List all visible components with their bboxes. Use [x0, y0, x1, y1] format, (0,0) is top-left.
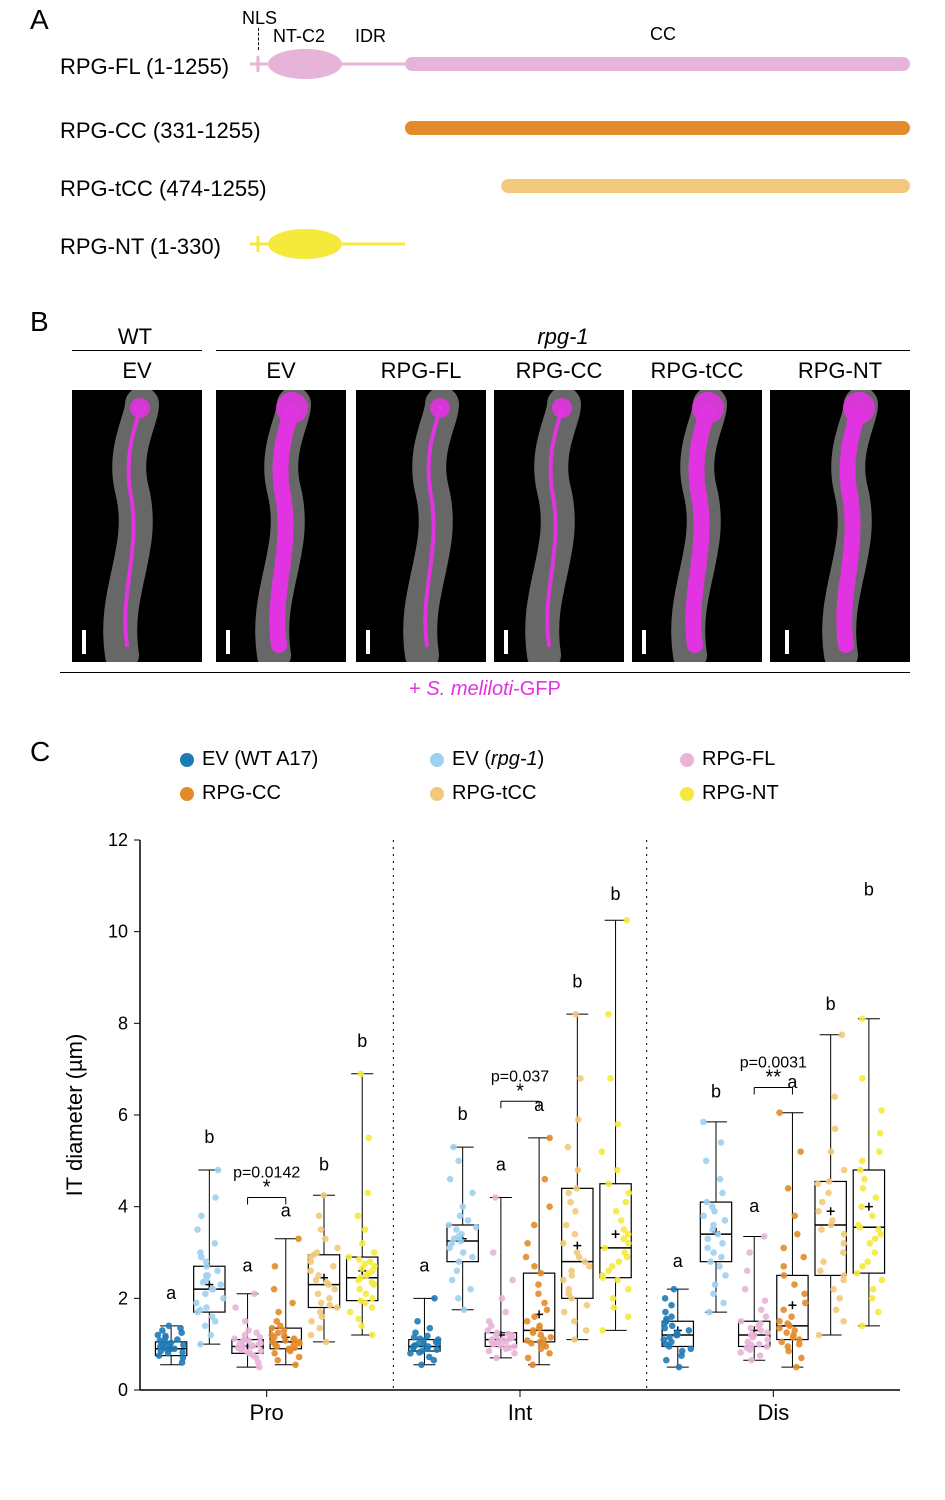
micrograph: [216, 390, 346, 662]
legend-item: RPG-FL: [680, 748, 775, 771]
legend-swatch: [680, 787, 694, 801]
b-col-header: RPG-FL: [356, 358, 486, 384]
svg-text:Dis: Dis: [757, 1400, 789, 1425]
legend-swatch: [430, 787, 444, 801]
svg-text:b: b: [204, 1127, 214, 1147]
b-col-header: EV: [216, 358, 346, 384]
svg-text:Int: Int: [508, 1400, 532, 1425]
legend-label: RPG-tCC: [452, 782, 536, 805]
anno-cc: CC: [650, 24, 676, 45]
svg-text:a: a: [496, 1155, 507, 1175]
micrograph: [72, 390, 202, 662]
legend-label: RPG-CC: [202, 782, 281, 805]
svg-text:b: b: [319, 1155, 329, 1175]
panel-a: NLS NT-C2 IDR CC RPG-FL (1-1255)RPG-CC (…: [60, 16, 910, 276]
construct-label: RPG-NT (1-330): [60, 234, 221, 260]
legend-item: RPG-CC: [180, 782, 281, 805]
construct-row: RPG-FL (1-1255): [60, 46, 910, 96]
panel-c-label: C: [30, 736, 50, 768]
svg-text:Pro: Pro: [250, 1400, 284, 1425]
svg-text:4: 4: [118, 1197, 128, 1217]
b-bottom-rule: [60, 672, 910, 673]
construct-label: RPG-tCC (474-1255): [60, 176, 267, 202]
construct-diagram: [250, 226, 910, 266]
svg-text:2: 2: [118, 1288, 128, 1308]
legend-label: RPG-FL: [702, 748, 775, 771]
legend-swatch: [180, 753, 194, 767]
b-wt-label: WT: [90, 324, 180, 350]
svg-text:p=0.0031: p=0.0031: [740, 1055, 807, 1072]
panel-a-label: A: [30, 4, 49, 36]
legend-item: RPG-tCC: [430, 782, 536, 805]
construct-row: RPG-CC (331-1255): [60, 110, 910, 160]
construct-diagram: [250, 168, 910, 208]
svg-text:b: b: [864, 880, 874, 900]
svg-text:0: 0: [118, 1380, 128, 1400]
svg-text:b: b: [826, 994, 836, 1014]
svg-text:b: b: [711, 1081, 721, 1101]
svg-text:b: b: [357, 1031, 367, 1051]
svg-text:6: 6: [118, 1105, 128, 1125]
svg-text:a: a: [749, 1196, 760, 1216]
svg-text:IT diameter (µm): IT diameter (µm): [62, 1034, 87, 1197]
b-col-header: RPG-tCC: [632, 358, 762, 384]
legend-item: EV (WT A17): [180, 748, 318, 771]
b-rpg-label: rpg-1: [216, 324, 910, 350]
legend-swatch: [180, 787, 194, 801]
panel-b-label: B: [30, 306, 49, 338]
construct-row: RPG-NT (1-330): [60, 226, 910, 276]
legend-label: EV (WT A17): [202, 748, 318, 771]
anno-ntc2: NT-C2: [273, 26, 325, 47]
svg-text:a: a: [673, 1251, 684, 1271]
svg-text:b: b: [458, 1104, 468, 1124]
svg-text:a: a: [166, 1283, 177, 1303]
panel-b: WT rpg-1 EV EV RPG-FL RPG-CC RPG-tCC RPG-NT +…: [60, 320, 910, 720]
construct-label: RPG-CC (331-1255): [60, 118, 261, 144]
legend-swatch: [430, 753, 444, 767]
b-wt-rule: [72, 350, 202, 351]
micrograph: [770, 390, 910, 662]
construct-label: RPG-FL (1-1255): [60, 54, 229, 80]
legend-label: RPG-NT: [702, 782, 779, 805]
boxplot-chart: 0 2 4 6 8 10 12 IT diameter (µm) Pro a b a a b b Int a b a…: [60, 830, 910, 1450]
anno-nls: NLS: [242, 8, 277, 29]
svg-text:8: 8: [118, 1013, 128, 1033]
construct-diagram: [250, 46, 910, 86]
svg-text:p=0.037: p=0.037: [491, 1068, 549, 1085]
legend-label: EV (rpg-1): [452, 748, 544, 771]
svg-text:10: 10: [108, 922, 128, 942]
legend-item: RPG-NT: [680, 782, 779, 805]
svg-text:b: b: [611, 884, 621, 904]
micrograph: [356, 390, 486, 662]
anno-idr: IDR: [355, 26, 386, 47]
b-col-header: RPG-NT: [770, 358, 910, 384]
b-col-header: EV: [72, 358, 202, 384]
micrograph: [632, 390, 762, 662]
micrograph: [494, 390, 624, 662]
legend-item: EV (rpg-1): [430, 748, 544, 771]
legend-swatch: [680, 753, 694, 767]
svg-text:p=0.0142: p=0.0142: [233, 1165, 300, 1182]
legend: EV (WT A17) EV (rpg-1) RPG-FL RPG-CC RPG-tCC…: [180, 748, 880, 818]
svg-text:a: a: [419, 1255, 430, 1275]
b-col-header: RPG-CC: [494, 358, 624, 384]
svg-text:12: 12: [108, 830, 128, 850]
svg-text:b: b: [572, 971, 582, 991]
b-caption: + S. meliloti-GFP: [60, 678, 910, 701]
construct-row: RPG-tCC (474-1255): [60, 168, 910, 218]
panel-c: EV (WT A17) EV (rpg-1) RPG-FL RPG-CC RPG-tCC…: [60, 740, 910, 1480]
svg-text:a: a: [243, 1255, 254, 1275]
b-rpg-rule: [216, 350, 910, 351]
construct-diagram: [250, 110, 910, 150]
